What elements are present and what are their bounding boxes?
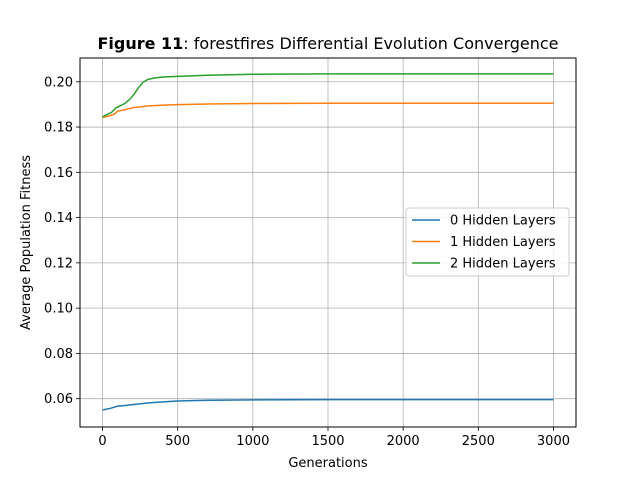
y-tick-label: 0.18 bbox=[44, 121, 73, 136]
y-tick-label: 0.14 bbox=[44, 211, 73, 226]
y-axis-label: Average Population Fitness bbox=[19, 155, 34, 330]
x-tick-label: 500 bbox=[165, 434, 190, 449]
chart-title-bold: Figure 11 bbox=[97, 34, 183, 53]
x-axis-label: Generations bbox=[288, 456, 368, 471]
y-tick-label: 0.06 bbox=[44, 392, 73, 407]
x-tick-label: 2000 bbox=[387, 434, 420, 449]
legend-box bbox=[405, 207, 570, 277]
series-line-2 bbox=[102, 73, 554, 118]
plot-lines bbox=[102, 73, 554, 411]
x-axis-ticks: 0 500 1000 1500 2000 2500 3000 bbox=[98, 427, 570, 449]
y-tick-label: 0.16 bbox=[44, 166, 73, 181]
legend-label-0: 0 Hidden Layers bbox=[450, 214, 556, 229]
legend-label-2: 2 Hidden Layers bbox=[450, 257, 556, 272]
y-axis-ticks: 0.06 0.08 0.10 0.12 0.14 0.16 0.18 0.20 bbox=[44, 75, 80, 407]
chart-title: Figure 11: forestfires Differential Evol… bbox=[97, 34, 558, 53]
series-line-0 bbox=[102, 398, 554, 411]
x-tick-label: 0 bbox=[98, 434, 106, 449]
y-tick-label: 0.08 bbox=[44, 347, 73, 362]
series-line-1 bbox=[102, 102, 554, 119]
x-tick-label: 2500 bbox=[462, 434, 495, 449]
y-tick-label: 0.20 bbox=[44, 75, 73, 90]
y-tick-label: 0.12 bbox=[44, 256, 73, 271]
y-tick-label: 0.10 bbox=[44, 302, 73, 317]
legend-label-1: 1 Hidden Layers bbox=[450, 235, 556, 250]
x-tick-label: 3000 bbox=[537, 434, 570, 449]
x-tick-label: 1500 bbox=[311, 434, 344, 449]
x-tick-label: 1000 bbox=[236, 434, 269, 449]
legend: 0 Hidden Layers 1 Hidden Layers 2 Hidden L… bbox=[405, 207, 570, 277]
chart-title-rest: : forestfires Differential Evolution Con… bbox=[183, 34, 558, 53]
